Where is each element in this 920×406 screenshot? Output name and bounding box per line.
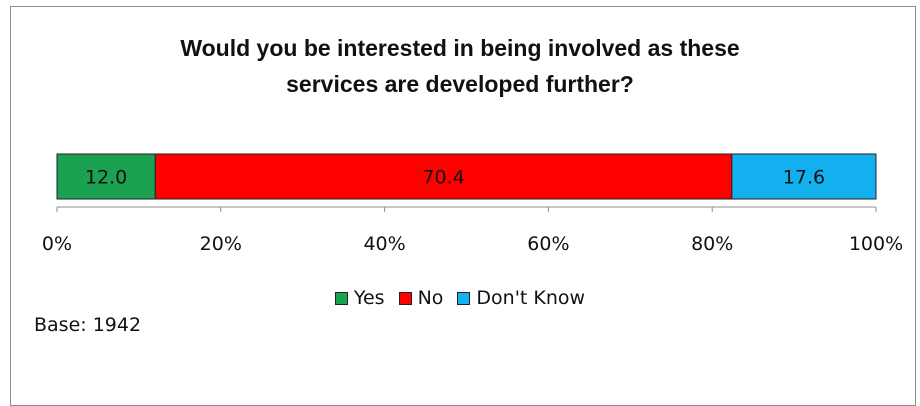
data-label-no: 70.4	[422, 167, 464, 189]
bar-segment-don-t-know	[731, 153, 877, 200]
bar-segment-yes	[56, 153, 156, 200]
legend-label-yes: Yes	[353, 287, 385, 309]
chart-title: Would you be interested in being involve…	[0, 30, 920, 102]
legend-swatch-no	[398, 291, 412, 305]
data-label-yes: 12.0	[85, 167, 127, 189]
base-note: Base: 1942	[34, 314, 142, 336]
x-tick-label: 40%	[363, 233, 405, 255]
bar-segment-no	[154, 153, 733, 200]
x-tick-label: 20%	[200, 233, 242, 255]
x-tick-label: 60%	[527, 233, 569, 255]
x-tick-label: 80%	[691, 233, 733, 255]
legend-item-no: No	[398, 287, 444, 309]
legend-swatch-dont-know	[457, 291, 471, 305]
legend-label-no: No	[417, 287, 444, 309]
data-label-don-t-know: 17.6	[783, 167, 825, 189]
legend-item-yes: Yes	[334, 287, 385, 309]
chart-title-line-2: services are developed further?	[286, 71, 634, 97]
stacked-bar-chart: 0% 20% 40% 60% 80% 100% 12.0 70.4 17.6	[42, 153, 903, 255]
x-tick-label: 0%	[42, 233, 72, 255]
legend-swatch-yes	[334, 291, 348, 305]
legend-label-dont-know: Don't Know	[476, 287, 586, 309]
legend-item-dont-know: Don't Know	[457, 287, 585, 309]
chart-title-line-1: Would you be interested in being involve…	[180, 35, 740, 61]
x-tick-label: 100%	[849, 233, 903, 255]
chart-legend: Yes No Don't Know	[0, 287, 920, 309]
